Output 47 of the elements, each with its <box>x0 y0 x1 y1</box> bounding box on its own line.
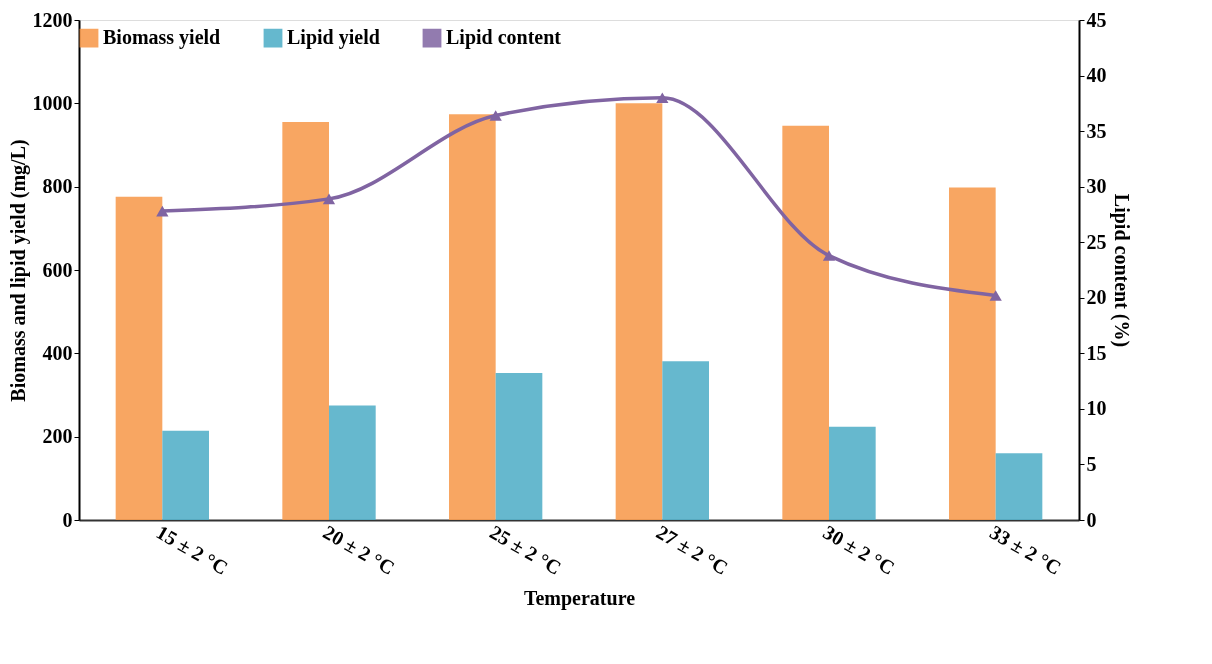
bar <box>615 103 663 520</box>
y-axis-title: Biomass and lipid yield (mg/L) <box>6 139 30 402</box>
y2-tick-label: 15 <box>1086 341 1107 364</box>
bar <box>329 405 376 520</box>
y-tick-label: 0 <box>62 508 73 531</box>
point <box>322 193 336 205</box>
bar <box>115 196 163 520</box>
bar <box>495 372 543 520</box>
y-tick-label: 1000 <box>32 91 73 114</box>
bar <box>162 430 209 520</box>
y-tick-label: 1200 <box>32 8 73 31</box>
y2-tick-label: 40 <box>1086 64 1107 87</box>
bar <box>829 426 876 520</box>
bar <box>662 361 709 520</box>
legend-label: Biomass yield <box>103 26 221 50</box>
bar <box>449 114 496 520</box>
y-tick-label: 600 <box>42 258 73 281</box>
y2-tick-label: 0 <box>1086 508 1097 531</box>
legend-label: Lipid yield <box>287 26 380 50</box>
point <box>656 92 669 104</box>
y2-tick-label: 5 <box>1086 452 1097 475</box>
y-tick-label: 800 <box>42 175 73 198</box>
y2-tick-label: 35 <box>1086 119 1107 142</box>
y2-tick-label: 10 <box>1086 397 1107 420</box>
y2-axis-title: Lipid content (%) <box>1109 193 1133 348</box>
bar <box>782 125 829 520</box>
x-tick-label: 27 ± 2 °C <box>652 520 732 580</box>
x-tick-label: 15 ± 2 °C <box>152 520 232 580</box>
x-axis-title: Temperature <box>523 587 636 611</box>
y2-tick-label: 20 <box>1086 286 1107 309</box>
x-tick-label: 25 ± 2 °C <box>486 520 566 580</box>
bar <box>282 122 329 520</box>
point <box>989 290 1002 301</box>
y-tick-label: 400 <box>42 341 73 364</box>
y2-tick-label: 25 <box>1086 230 1107 253</box>
x-tick-label: 20 ± 2 °C <box>319 520 399 580</box>
x-tick-label: 30 ± 2 °C <box>819 520 899 580</box>
point <box>822 250 836 261</box>
point <box>489 110 502 121</box>
y-tick-label: 200 <box>42 425 73 448</box>
y2-tick-label: 45 <box>1086 8 1107 31</box>
y2-tick-label: 30 <box>1086 175 1107 198</box>
legend-label: Lipid content <box>446 26 562 50</box>
point <box>156 205 169 217</box>
x-tick-label: 33 ± 2 °C <box>986 520 1066 580</box>
bar <box>949 187 996 520</box>
bar <box>995 453 1043 520</box>
